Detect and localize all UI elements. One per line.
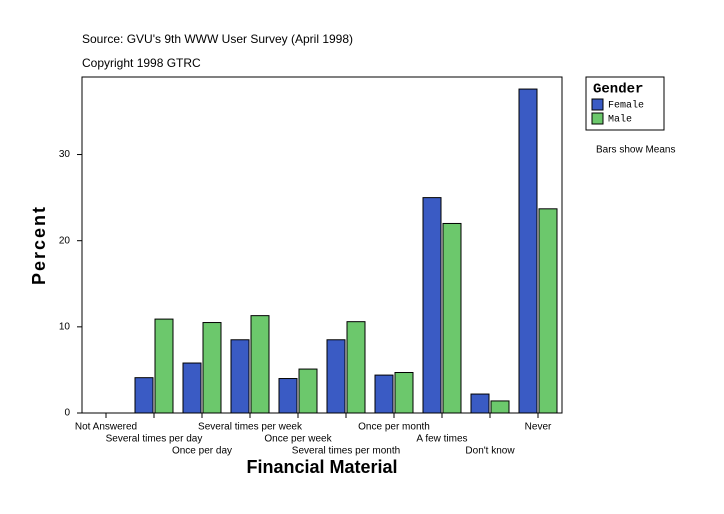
y-tick-label: 20 xyxy=(59,235,71,246)
legend-title: Gender xyxy=(593,82,643,98)
x-tick-label: Once per day xyxy=(172,446,232,457)
bar xyxy=(326,339,346,414)
legend-label: Female xyxy=(608,100,644,112)
bar xyxy=(202,322,222,414)
bar xyxy=(538,208,558,414)
bar xyxy=(422,197,442,414)
bar xyxy=(518,88,538,414)
x-tick-label: Don't know xyxy=(465,446,515,457)
bar xyxy=(230,339,250,414)
x-tick-label: Several times per week xyxy=(198,422,303,433)
y-tick-label: 10 xyxy=(59,321,71,332)
bar xyxy=(374,374,394,414)
bar xyxy=(182,362,202,414)
bar xyxy=(154,318,174,414)
x-tick-label: Several times per month xyxy=(292,446,400,457)
bar xyxy=(346,321,366,414)
bar xyxy=(250,315,270,414)
x-axis-label: Financial Material xyxy=(246,457,397,477)
x-tick-label: Several times per day xyxy=(106,434,203,445)
x-tick-label: Once per week xyxy=(264,434,332,445)
x-tick-label: Never xyxy=(525,422,552,433)
y-tick-label: 30 xyxy=(59,149,71,160)
plot-frame xyxy=(81,76,563,414)
bar xyxy=(278,378,298,414)
bar xyxy=(298,368,318,414)
subtitle: Source: GVU's 9th WWW User Survey (April… xyxy=(82,32,353,46)
legend-swatch xyxy=(591,112,604,125)
note: Bars show Means xyxy=(596,145,675,156)
y-tick-label: 0 xyxy=(64,408,70,419)
bar xyxy=(134,377,154,414)
x-tick-label: A few times xyxy=(416,434,467,445)
bar xyxy=(470,393,490,414)
bar xyxy=(442,222,462,414)
bar xyxy=(394,372,414,414)
y-axis-label: Percent xyxy=(29,205,49,285)
legend-swatch xyxy=(591,98,604,111)
x-tick-label: Once per month xyxy=(358,422,430,433)
x-tick-label: Not Answered xyxy=(75,422,137,433)
legend-label: Male xyxy=(608,114,632,126)
copyright: Copyright 1998 GTRC xyxy=(82,56,201,70)
bar xyxy=(490,400,510,414)
